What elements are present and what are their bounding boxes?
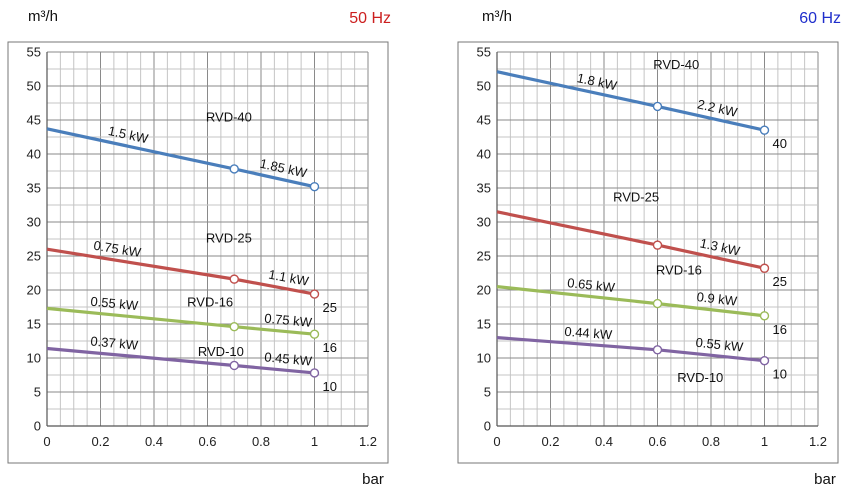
x-axis-label: bar — [814, 471, 836, 488]
series-marker — [229, 164, 239, 174]
y-tick-label: 40 — [27, 147, 41, 162]
gridlines — [46, 51, 369, 427]
model-label: RVD-40 — [206, 109, 252, 124]
y-tick-label: 30 — [477, 215, 491, 230]
y-tick-label: 5 — [34, 385, 41, 400]
y-tick-label: 20 — [477, 283, 491, 298]
series-end-label: 16 — [323, 340, 337, 355]
series-marker — [759, 125, 770, 135]
y-tick-label: 45 — [27, 113, 41, 128]
series-marker — [309, 181, 320, 192]
chart-frame — [7, 41, 389, 464]
y-tick-label: 40 — [477, 147, 491, 162]
y-tick-label: 10 — [477, 351, 491, 366]
y-tick-label: 15 — [27, 317, 41, 332]
y-tick-label: 35 — [27, 181, 41, 196]
y-tick-label: 0 — [484, 419, 491, 434]
x-tick-label: 0.8 — [702, 434, 720, 449]
power-label: 1.1 kW — [267, 267, 310, 289]
model-label: RVD-10 — [677, 370, 723, 385]
x-tick-label: 1 — [311, 434, 318, 449]
series-marker — [229, 360, 239, 371]
x-tick-label: 0.2 — [91, 434, 109, 449]
y-tick-label: 30 — [27, 215, 41, 230]
y-tick-label: 50 — [27, 79, 41, 94]
series-marker — [309, 368, 320, 378]
x-tick-label: 0.4 — [145, 434, 163, 449]
y-tick-label: 25 — [477, 249, 491, 264]
y-axis-label: m³/h — [482, 8, 512, 25]
x-tick-label: 0 — [43, 434, 50, 449]
chart-panel-1: 0 5 10 15 20 25 30 35 40 45 50 55 0 0.2 0.4 0.6 0.8 1 1.2 m… — [7, 8, 391, 488]
frequency-label: 60 Hz — [799, 10, 841, 27]
model-label: RVD-10 — [198, 344, 244, 359]
y-tick-label: 45 — [477, 113, 491, 128]
y-tick-label: 10 — [27, 351, 41, 366]
x-tick-label: 0 — [493, 434, 500, 449]
series-marker — [652, 345, 663, 355]
model-label: RVD-40 — [653, 57, 699, 72]
x-tick-label: 1 — [761, 434, 768, 449]
series-marker — [229, 322, 239, 332]
power-label: 0.37 kW — [90, 333, 140, 352]
series-marker — [759, 311, 770, 321]
series-end-label: 10 — [773, 367, 787, 382]
y-tick-label: 55 — [27, 45, 41, 60]
power-label: 0.55 kW — [695, 335, 745, 355]
model-label: RVD-25 — [206, 230, 252, 245]
y-tick-label: 15 — [477, 317, 491, 332]
y-axis-label: m³/h — [28, 8, 58, 25]
series-rvd-40: 1.5 kW1.85 kW — [46, 123, 320, 192]
x-tick-label: 1.2 — [359, 434, 377, 449]
power-label: 0.65 kW — [567, 275, 617, 295]
series-rvd-10: 0.37 kW 0.45 kW 10 — [46, 333, 337, 394]
y-tick-label: 5 — [484, 385, 491, 400]
y-tick-label: 0 — [34, 419, 41, 434]
x-tick-label: 1.2 — [809, 434, 827, 449]
series-marker — [309, 329, 320, 339]
series-end-label: 10 — [323, 379, 337, 394]
y-tick-label: 50 — [477, 79, 491, 94]
x-tick-label: 0.4 — [595, 434, 613, 449]
x-tick-label: 0.6 — [198, 434, 216, 449]
model-label: RVD-16 — [187, 294, 233, 309]
frequency-label: 50 Hz — [349, 10, 391, 27]
x-tick-label: 0.2 — [541, 434, 559, 449]
y-tick-label: 55 — [477, 45, 491, 60]
power-label: 0.44 kW — [564, 324, 613, 343]
power-label: 0.55 kW — [90, 294, 140, 314]
y-tick-label: 20 — [27, 283, 41, 298]
power-label: 0.45 kW — [264, 349, 314, 368]
power-label: 0.75 kW — [264, 311, 314, 330]
series-marker — [759, 263, 770, 273]
y-tick-label: 25 — [27, 249, 41, 264]
series-marker — [309, 289, 320, 299]
series-end-label: 40 — [773, 136, 787, 151]
x-tick-label: 0.8 — [252, 434, 270, 449]
model-label: RVD-25 — [613, 190, 659, 205]
chart-panel-2: 0 5 10 15 20 25 30 35 40 45 50 55 0 0.2 0.4 0.6 0.8 1 1.2 m… — [457, 8, 841, 488]
model-label: RVD-16 — [656, 262, 702, 277]
series-end-label: 25 — [773, 274, 787, 289]
series-marker — [229, 274, 239, 284]
chart-frame — [457, 41, 839, 464]
series-marker — [652, 298, 663, 309]
power-label: 0.9 kW — [696, 289, 739, 309]
series-rvd-16: 0.65 kW 0.9 kW 16 — [496, 275, 787, 337]
series-end-label: 25 — [323, 300, 337, 315]
x-axis-label: bar — [362, 471, 384, 488]
y-tick-label: 35 — [477, 181, 491, 196]
series-marker — [652, 101, 663, 112]
series-rvd-16: 0.55 kW 0.75 kW 16 — [46, 294, 337, 355]
series-marker — [759, 356, 770, 366]
series-marker — [652, 240, 663, 250]
series-rvd-10: 0.44 kW 0.55 kW 10 — [496, 324, 787, 382]
x-tick-label: 0.6 — [648, 434, 666, 449]
series-end-label: 16 — [773, 322, 787, 337]
